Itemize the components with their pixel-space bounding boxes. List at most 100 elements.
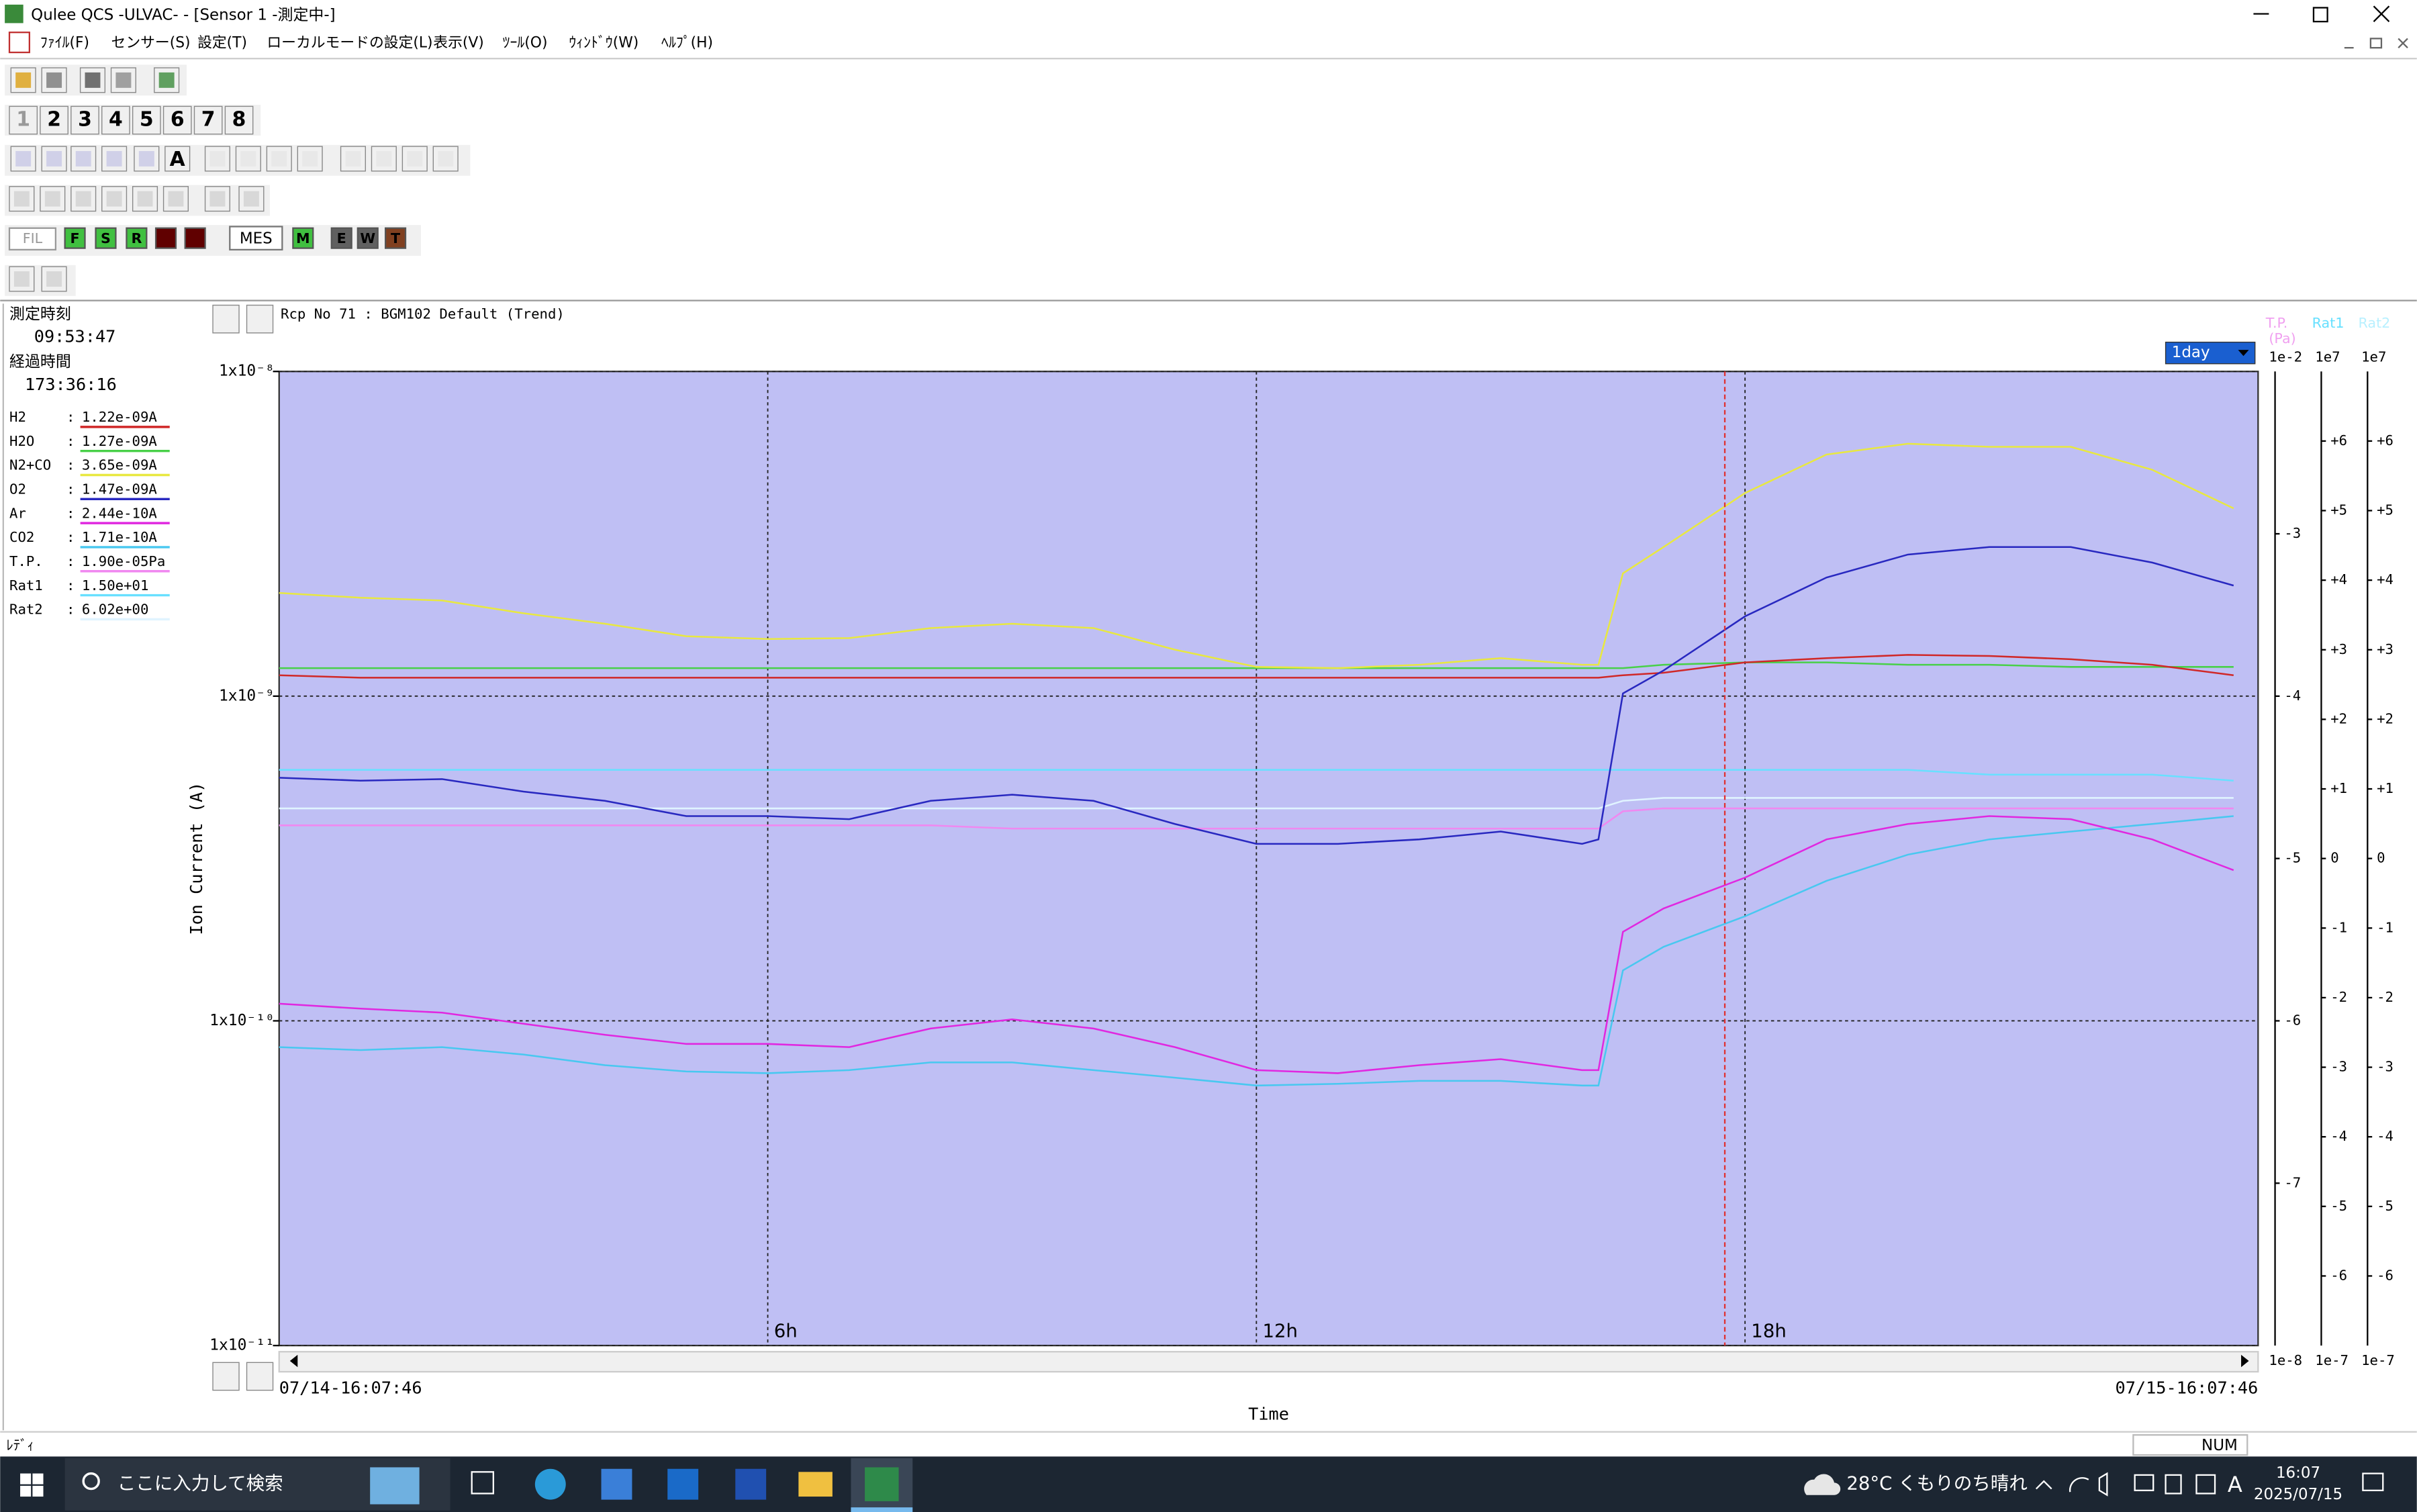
series-line [279, 442, 2234, 669]
tool-icon [209, 150, 226, 167]
legend-name: Rat1 [9, 577, 43, 594]
scale-bottom: 1e-7 [2315, 1352, 2349, 1368]
plot: 1x10⁻⁸ 1x10⁻⁹ 1x10⁻¹⁰ 1x10⁻¹¹ 6h 12h 18h [209, 363, 2259, 1354]
clock-time[interactable]: 16:07 [2276, 1464, 2320, 1482]
series-line [279, 654, 2234, 679]
taskbar-apps[interactable] [471, 1458, 913, 1512]
sensor-tab[interactable] [9, 105, 38, 135]
sensor-tab-label[interactable]: 4 [109, 108, 123, 132]
sensor-tab[interactable] [101, 105, 130, 135]
weather-text[interactable]: 28°C くもりのち晴れ [1846, 1473, 2028, 1495]
mes-label: MES [240, 230, 273, 247]
menu-item[interactable]: ﾂｰﾙ(O) [503, 34, 548, 51]
tool-icon [75, 191, 91, 207]
scale-unit: (Pa) [2269, 330, 2295, 346]
mes-button[interactable] [229, 226, 283, 251]
range-select-label[interactable]: 1day [2172, 344, 2210, 361]
menu-item[interactable]: ｳｨﾝﾄﾞｳ(W) [569, 34, 638, 51]
tool-button[interactable] [164, 146, 191, 172]
menu-item[interactable]: 表示(V) [433, 34, 484, 51]
series-line [279, 769, 2234, 782]
legend-value: 1.71e-10A [82, 529, 157, 545]
sensor-tab[interactable] [132, 105, 161, 135]
sensor-tab-label[interactable]: 3 [78, 108, 92, 132]
sensor-tab-label[interactable]: 1 [16, 108, 30, 132]
sensor-tab[interactable] [193, 105, 223, 135]
chart-title: Rcp No 71 : BGM102 Default (Trend) [281, 305, 565, 322]
font-button[interactable]: A [170, 148, 185, 171]
sensor-tab[interactable] [224, 105, 254, 135]
menu-item[interactable]: センサー(S) [111, 34, 191, 51]
search-text[interactable]: ここに入力して検索 [117, 1473, 283, 1495]
fil-button[interactable] [8, 227, 57, 251]
mes-state-label: M [296, 230, 310, 246]
scale-tick-label: +5 [2377, 502, 2394, 518]
scale-tick-label: -5 [2284, 850, 2301, 866]
legend-value: 3.65e-09A [82, 457, 157, 473]
tool-button[interactable] [79, 67, 106, 93]
legend-separator: : [66, 433, 75, 449]
menu-item[interactable]: ﾍﾙﾌﾟ(H) [661, 34, 713, 51]
elapsed-value: 173:36:16 [25, 375, 117, 394]
legend: H2:1.22e-09AH2O:1.27e-09AN2+CO:3.65e-09A… [9, 409, 170, 621]
tool-icon [75, 150, 91, 167]
mes-state[interactable] [357, 227, 379, 249]
tool-icon [13, 191, 30, 207]
scale-title: T.P. [2265, 315, 2288, 331]
doc-icon[interactable] [8, 32, 31, 54]
weather-icon[interactable] [1804, 1474, 1841, 1495]
fil-state[interactable] [95, 227, 117, 249]
sensor-tab-label[interactable]: 8 [232, 108, 246, 132]
start-button[interactable] [20, 1473, 44, 1497]
legend-value: 6.02e+00 [82, 602, 149, 618]
tool-icon [115, 72, 132, 88]
child-controls[interactable] [2344, 38, 2408, 49]
tool-icon [240, 150, 256, 167]
scale-tick-label: -6 [2330, 1267, 2347, 1283]
legend-separator: : [66, 409, 75, 425]
menu-item[interactable]: ローカルモードの設定(L) [267, 34, 432, 51]
right-scales: T.P.(Pa) 1e-2 1e-8 -3 -4 -5 -6 -7 Rat1 1e7 1e-7 +6 +… [2265, 315, 2395, 1368]
dropdown-arrow[interactable] [2238, 350, 2249, 357]
menu-item[interactable]: 設定(T) [197, 34, 247, 51]
sensor-tab[interactable] [162, 105, 192, 135]
mes-state[interactable] [384, 227, 407, 249]
notification-icon[interactable] [2362, 1472, 2384, 1492]
x-end-label: 07/15-16:07:46 [2115, 1378, 2258, 1397]
sensor-tab-label[interactable]: 2 [47, 108, 61, 132]
mes-state[interactable] [292, 227, 314, 249]
x-start-label: 07/14-16:07:46 [279, 1378, 422, 1397]
tool-button[interactable] [40, 186, 66, 212]
fil-label: FIL [23, 230, 43, 246]
fil-state[interactable] [64, 227, 86, 249]
sensor-tab-label[interactable]: 7 [201, 108, 216, 132]
scrollbar[interactable] [278, 1351, 2259, 1373]
sensor-tab[interactable] [40, 105, 68, 135]
y-tick-label: 1x10⁻⁸ [219, 363, 275, 380]
range-select[interactable] [2165, 341, 2256, 365]
sensor-tab[interactable] [70, 105, 99, 135]
elapsed-label: 経過時間 [9, 353, 71, 371]
tray-icons[interactable] [2035, 1472, 2216, 1497]
spin-buttons[interactable] [212, 304, 274, 1391]
scale-tick-label: -4 [2284, 688, 2301, 704]
ime-indicator[interactable]: A [2228, 1472, 2242, 1497]
fil-state[interactable] [126, 227, 148, 249]
mes-state[interactable] [330, 227, 352, 249]
sensor-tab-label[interactable]: 5 [140, 108, 154, 132]
clock-date[interactable]: 2025/07/15 [2254, 1486, 2342, 1503]
window-title: Qulee QCS -ULVAC- - [Sensor 1 -測定中-] [31, 6, 335, 23]
sensor-tab-label[interactable]: 6 [171, 108, 185, 132]
scale-tick-label: +3 [2330, 641, 2347, 657]
series-line [279, 546, 2234, 845]
tool-icon [209, 191, 226, 207]
window-controls[interactable] [2253, 5, 2390, 23]
tool-icon [376, 150, 392, 167]
y-tick-label: 1x10⁻⁹ [219, 687, 275, 704]
scale-bottom: 1e-7 [2361, 1352, 2395, 1368]
tool-icon [168, 191, 184, 207]
tool-icon [106, 191, 122, 207]
tool-icon [271, 150, 287, 167]
menu-item[interactable]: ﾌｧｲﾙ(F) [40, 34, 89, 51]
